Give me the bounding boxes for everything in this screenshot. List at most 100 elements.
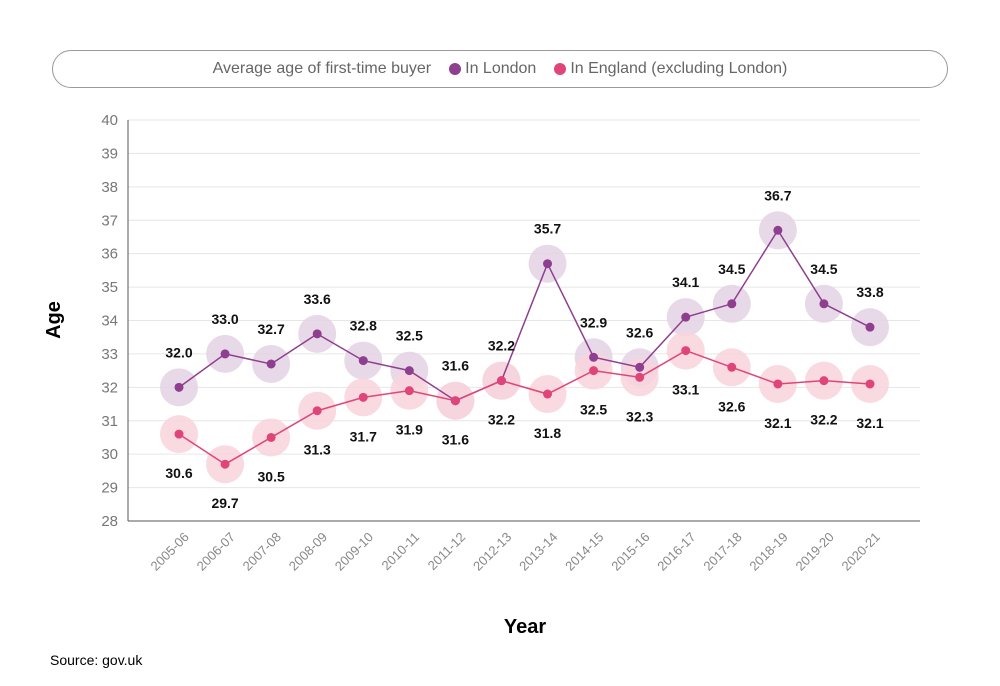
data-label: 32.1 xyxy=(856,415,883,431)
x-tick-label: 2010-11 xyxy=(379,529,423,573)
data-label: 32.3 xyxy=(626,408,653,424)
data-point xyxy=(266,432,276,442)
data-label: 31.6 xyxy=(442,358,469,374)
data-label: 29.7 xyxy=(211,495,238,511)
data-point xyxy=(727,299,737,309)
data-label: 32.9 xyxy=(580,314,607,330)
y-tick-label: 28 xyxy=(101,513,118,530)
data-point xyxy=(819,299,829,309)
data-label: 32.2 xyxy=(488,338,515,354)
data-point xyxy=(220,349,230,359)
y-tick-label: 29 xyxy=(101,480,118,497)
data-point xyxy=(450,396,460,406)
data-point xyxy=(266,359,276,369)
series-line xyxy=(178,349,871,466)
x-tick-label: 2016-17 xyxy=(654,529,698,573)
data-point xyxy=(358,356,368,366)
y-tick-label: 38 xyxy=(101,179,118,196)
data-point xyxy=(220,459,230,469)
y-tick-label: 40 xyxy=(101,112,118,129)
legend-swatch-london xyxy=(449,62,462,75)
data-point xyxy=(312,406,322,416)
y-tick-label: 31 xyxy=(101,413,118,430)
legend-swatch-england xyxy=(554,62,567,75)
data-label: 33.6 xyxy=(304,291,331,307)
y-tick-label: 39 xyxy=(101,145,118,162)
data-point xyxy=(819,376,829,386)
data-point xyxy=(773,225,783,235)
source-note: Source: gov.uk xyxy=(50,652,143,668)
data-label: 34.5 xyxy=(810,261,837,277)
data-point xyxy=(589,366,599,376)
data-point xyxy=(681,312,691,322)
y-axis-title: Age xyxy=(43,301,65,339)
y-tick-label: 30 xyxy=(101,446,118,463)
y-tick-label: 37 xyxy=(101,212,118,229)
data-label: 35.7 xyxy=(534,221,561,237)
x-tick-label: 2014-15 xyxy=(562,529,606,573)
data-label: 31.3 xyxy=(304,442,331,458)
data-label: 32.1 xyxy=(764,415,791,431)
data-point xyxy=(635,372,645,382)
data-label: 31.7 xyxy=(350,428,377,444)
data-label: 30.6 xyxy=(165,465,192,481)
x-tick-label: 2009-10 xyxy=(332,529,376,573)
data-label: 31.8 xyxy=(534,425,561,441)
data-label: 32.2 xyxy=(488,412,515,428)
data-point xyxy=(358,392,368,402)
y-tick-label: 36 xyxy=(101,246,118,263)
y-tick-label: 35 xyxy=(101,279,118,296)
data-label: 34.1 xyxy=(672,274,699,290)
data-point xyxy=(312,329,322,339)
data-label: 32.5 xyxy=(396,328,423,344)
x-tick-label: 2011-12 xyxy=(425,529,469,573)
data-point xyxy=(543,259,553,269)
data-label: 33.1 xyxy=(672,382,699,398)
data-point xyxy=(174,382,184,392)
data-label: 32.7 xyxy=(258,321,285,337)
x-tick-label: 2015-16 xyxy=(608,529,652,573)
x-tick-label: 2006-07 xyxy=(194,529,238,573)
y-tick-label: 33 xyxy=(101,346,118,363)
data-point xyxy=(496,376,506,386)
data-point xyxy=(635,362,645,372)
data-label: 32.8 xyxy=(350,318,377,334)
x-tick-label: 2005-06 xyxy=(148,529,192,573)
data-label: 33.8 xyxy=(856,284,883,300)
data-point xyxy=(543,389,553,399)
data-label: 32.2 xyxy=(810,412,837,428)
x-tick-label: 2007-08 xyxy=(240,529,284,573)
x-axis-title: Year xyxy=(504,616,546,638)
data-point xyxy=(727,362,737,372)
data-point xyxy=(589,352,599,362)
data-point xyxy=(773,379,783,389)
legend-item-england: In England (excluding London) xyxy=(544,60,787,78)
data-label: 36.7 xyxy=(764,187,791,203)
y-tick-label: 34 xyxy=(101,313,118,330)
x-tick-label: 2008-09 xyxy=(286,529,330,573)
legend-item-london: In London xyxy=(439,60,536,78)
y-tick-label: 32 xyxy=(101,379,118,396)
data-point xyxy=(865,322,875,332)
series-line xyxy=(178,228,871,402)
data-label: 32.5 xyxy=(580,402,607,418)
x-tick-label: 2020-21 xyxy=(839,529,883,573)
data-label: 34.5 xyxy=(718,261,745,277)
x-tick-label: 2012-13 xyxy=(470,529,514,573)
x-tick-label: 2017-18 xyxy=(700,529,744,573)
x-tick-label: 2013-14 xyxy=(516,529,560,573)
data-point xyxy=(681,346,691,356)
legend: Average age of first-time buyer In Londo… xyxy=(52,50,948,88)
data-label: 31.9 xyxy=(396,422,423,438)
x-tick-label: 2018-19 xyxy=(746,529,790,573)
data-point xyxy=(404,366,414,376)
data-point xyxy=(174,429,184,439)
data-label: 33.0 xyxy=(211,311,238,327)
data-label: 32.0 xyxy=(165,344,192,360)
x-tick-label: 2019-20 xyxy=(792,529,836,573)
data-point xyxy=(865,379,875,389)
data-point xyxy=(404,386,414,396)
data-label: 32.6 xyxy=(718,398,745,414)
legend-title: Average age of first-time buyer xyxy=(212,60,432,77)
